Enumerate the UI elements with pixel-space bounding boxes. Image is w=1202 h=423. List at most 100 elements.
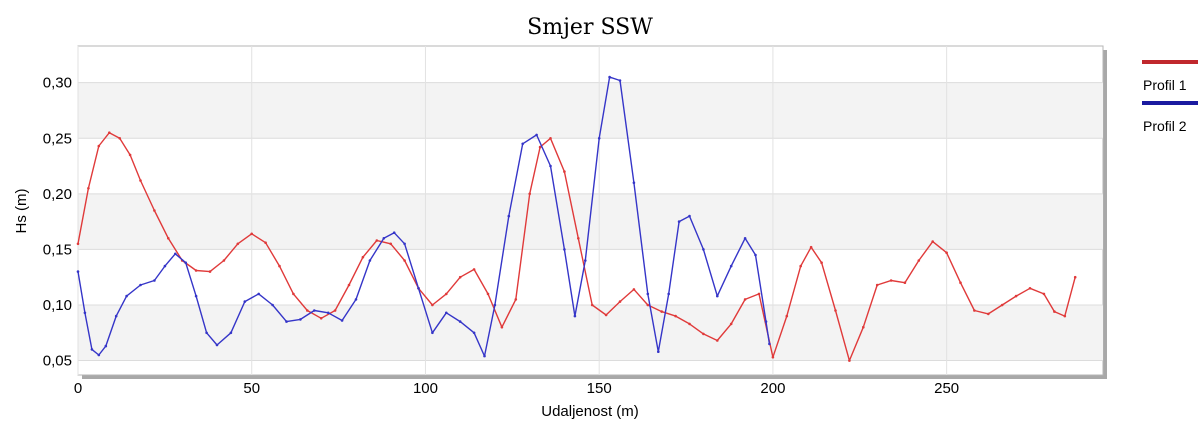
data-point-profil-1 [118,137,121,140]
data-point-profil-2 [215,343,219,347]
y-tick-label: 0,05 [43,353,72,370]
data-point-profil-2 [90,348,94,351]
x-tick-label: 100 [413,380,438,397]
data-point-profil-1 [549,137,552,140]
legend-label-profil-2: Profil 2 [1143,118,1187,134]
data-point-profil-1 [1042,292,1046,296]
data-point-profil-2 [521,142,524,146]
data-point-profil-2 [729,264,733,268]
data-point-profil-2 [285,320,288,323]
data-point-profil-1 [389,242,393,246]
data-point-profil-1 [1014,294,1018,298]
y-tick-labels: 0,05 0,10 0,15 0,20 0,25 0,30 [43,75,72,370]
data-point-profil-1 [743,298,747,301]
data-point-profil-2 [584,259,587,262]
data-point-profil-2 [657,350,660,354]
data-point-profil-2 [174,252,177,256]
data-point-profil-1 [917,259,921,262]
data-point-profil-1 [139,179,142,182]
data-point-profil-1 [278,264,281,268]
data-point-profil-2 [646,292,650,296]
data-point-profil-1 [931,240,934,243]
data-point-profil-1 [618,300,622,303]
grid-lines [77,46,1103,375]
data-point-profil-2 [163,264,167,268]
data-point-profil-2 [76,270,80,273]
data-point-profil-2 [472,331,476,335]
x-tick-label: 250 [934,380,959,397]
data-point-profil-1 [97,144,101,148]
data-point-profil-2 [549,164,552,168]
data-point-profil-2 [153,279,156,282]
data-point-profil-1 [973,309,976,312]
data-point-profil-2 [458,320,462,323]
data-point-profil-2 [243,300,247,303]
data-point-profil-2 [257,292,261,296]
grid-band [78,82,1103,139]
data-point-profil-1 [1073,275,1077,279]
data-point-profil-1 [820,261,823,265]
data-point-profil-2 [83,311,87,315]
legend-swatch-profil-2 [1142,101,1198,105]
y-tick-label: 0,15 [43,241,72,258]
data-point-profil-1 [1000,303,1004,307]
data-point-profil-1 [486,292,490,296]
data-point-profil-1 [528,192,531,196]
x-tick-label: 50 [243,380,260,397]
data-point-profil-1 [688,322,691,326]
data-point-profil-1 [194,269,198,272]
data-point-profil-1 [959,281,962,285]
data-point-profil-1 [785,314,789,318]
data-point-profil-1 [375,239,379,242]
x-axis-label: Udaljenost (m) [541,403,639,420]
data-point-profil-1 [757,292,761,296]
data-point-profil-1 [889,279,893,282]
data-point-profil-1 [945,251,948,254]
grid-band [78,193,1103,250]
data-point-profil-1 [1028,287,1032,290]
data-point-profil-2 [271,303,274,307]
data-point-profil-1 [1063,314,1067,318]
x-tick-label: 200 [760,380,785,397]
data-point-profil-2 [368,259,372,262]
x-tick-label: 150 [587,380,612,397]
data-point-profil-2 [299,318,302,321]
data-point-profil-2 [688,214,691,218]
data-point-profil-1 [604,313,608,317]
data-point-profil-2 [313,309,316,312]
data-point-profil-1 [875,283,879,287]
data-point-profil-2 [573,314,577,318]
data-point-profil-2 [597,137,601,140]
grid-bands [78,82,1103,361]
data-point-profil-1 [771,355,775,359]
data-point-profil-2 [205,331,208,335]
data-point-profil-1 [153,209,156,212]
data-point-profil-1 [76,242,80,246]
x-tick-labels: 0 50 100 150 200 250 [74,380,959,397]
data-point-profil-1 [458,275,462,279]
data-point-profil-2 [632,181,636,184]
data-point-profil-1 [306,309,309,312]
data-point-profil-1 [403,259,406,262]
data-point-profil-2 [535,133,538,137]
data-point-profil-2 [677,220,681,223]
data-point-profil-1 [333,309,337,312]
legend: Profil 1 Profil 2 [1142,60,1198,134]
data-point-profil-2 [114,314,118,318]
y-tick-label: 0,30 [43,75,72,92]
data-point-profil-1 [445,292,448,296]
data-point-profil-2 [431,331,434,335]
data-point-profil-1 [1053,310,1056,313]
data-point-profil-2 [483,354,486,358]
data-point-profil-2 [382,237,386,240]
data-point-profil-1 [987,312,990,316]
data-point-profil-2 [354,298,358,301]
data-point-profil-2 [229,331,233,335]
data-point-profil-1 [577,237,580,240]
data-point-profil-1 [632,288,636,291]
data-point-profil-2 [618,79,622,82]
data-point-profil-1 [563,170,566,173]
data-point-profil-1 [250,232,253,236]
data-point-profil-1 [799,264,802,268]
